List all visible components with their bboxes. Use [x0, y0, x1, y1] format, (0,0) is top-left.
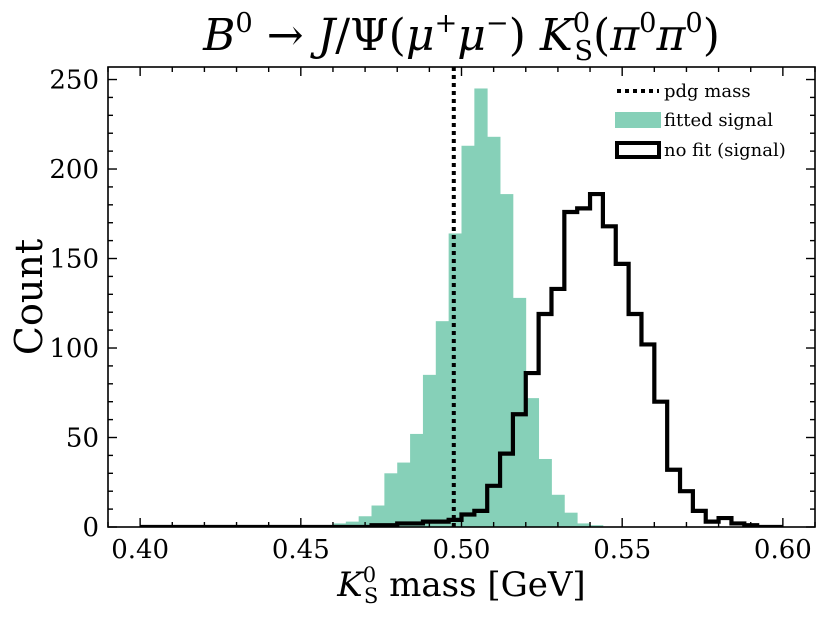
chart-title-text-part: 0	[639, 8, 656, 39]
y-axis-ticks: 0 50 100 150 200 250	[49, 66, 815, 543]
x-tick-label: 0.50	[433, 535, 491, 565]
x-axis-label-text-part: mass [GeV]	[378, 565, 585, 605]
x-tick-label: 0.60	[754, 535, 812, 565]
chart-title-text-part: B	[202, 10, 235, 61]
chart-title-text-part: +	[434, 8, 457, 39]
fitted-signal-bar	[538, 458, 552, 527]
legend-fitted-swatch	[615, 112, 661, 128]
fitted-signal-bar	[358, 516, 372, 527]
fitted-signal-bar	[551, 494, 565, 527]
chart-title: B0 → J/Ψ(μ+μ−) K0 S(π0π0)	[202, 8, 720, 67]
y-tick-label: 0	[82, 513, 99, 543]
fitted-signal-bar	[397, 462, 411, 527]
y-axis-label: Count	[7, 239, 51, 355]
fitted-signal-bar	[384, 473, 398, 527]
x-axis-label-text-part: K	[336, 565, 365, 605]
fitted-signal-bar	[564, 512, 578, 527]
y-tick-label: 250	[49, 66, 99, 96]
chart-title-text-part: 0	[685, 8, 702, 39]
x-axis-label-text-part: 0	[363, 562, 376, 587]
fitted-signal-bar	[590, 525, 604, 527]
fitted-signal-bar	[461, 145, 475, 527]
legend-nofit-swatch	[615, 141, 661, 159]
chart-title-text-part: 0	[573, 8, 590, 39]
fitted-signal-bar	[371, 505, 385, 527]
fitted-signal-bar	[577, 523, 591, 527]
no-fit-signal-series	[140, 191, 783, 527]
plot-area	[140, 67, 783, 527]
fitted-signal-bar	[487, 136, 501, 527]
legend-label: pdg mass	[664, 81, 751, 102]
chart-title-text-part: S	[574, 36, 593, 67]
x-tick-label: 0.40	[111, 535, 169, 565]
no-fit-signal-step-line	[140, 191, 783, 527]
x-tick-label: 0.55	[593, 535, 651, 565]
chart-title-text-part: μ	[457, 10, 486, 61]
x-axis-label-text: K0 S mass [GeV]	[336, 562, 585, 609]
fitted-signal-bar	[345, 521, 360, 527]
chart-title-text-part: (	[593, 10, 610, 61]
fitted-signal-bar	[435, 321, 450, 527]
chart-title-text-part: 0	[235, 8, 252, 39]
x-axis-label: K0 S mass [GeV]	[336, 562, 585, 609]
y-tick-label: 150	[49, 245, 99, 275]
fitted-signal-bar	[525, 398, 540, 527]
chart-title-text-part: )	[703, 10, 720, 61]
fitted-signal-series	[320, 88, 604, 527]
fitted-signal-bar	[410, 433, 424, 527]
chart-title-text: B0 → J/Ψ(μ+μ−) K0 S(π0π0)	[202, 8, 720, 67]
chart-title-text-part: −	[486, 8, 509, 39]
chart-title-text-part: π	[655, 10, 686, 61]
chart-title-text-part: π	[609, 10, 640, 61]
x-tick-label: 0.45	[272, 535, 330, 565]
x-axis-ticks: 0.40 0.45 0.50 0.55 0.60	[107, 67, 816, 565]
legend-label: fitted signal	[664, 110, 773, 131]
y-tick-label: 100	[49, 334, 99, 364]
y-tick-label: 50	[66, 424, 99, 454]
y-tick-label: 200	[49, 155, 99, 185]
chart-title-text-part: /Ψ(	[335, 10, 406, 61]
chart-title-text-part: μ	[406, 10, 435, 61]
chart-title-text-part: →	[253, 10, 318, 61]
x-axis-label-text-part: S	[364, 583, 378, 608]
chart-title-text-part: K	[539, 10, 575, 61]
fitted-signal-bar	[474, 88, 488, 527]
legend: pdg mass fitted signal no fit (signal)	[615, 81, 786, 161]
chart-title-text-part: )	[509, 10, 540, 61]
legend-label: no fit (signal)	[664, 140, 786, 161]
fitted-signal-bar	[422, 374, 437, 527]
fitted-signal-bar	[500, 194, 514, 527]
